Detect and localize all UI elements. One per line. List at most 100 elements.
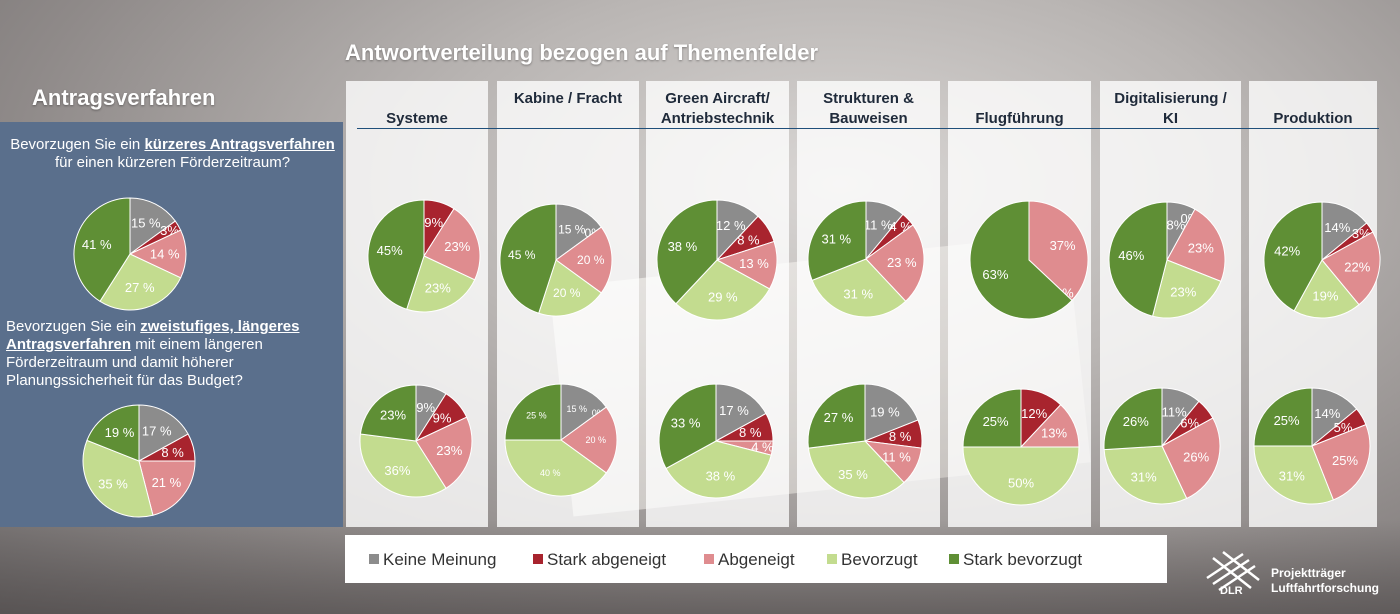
legend: Keine Meinung Stark abgeneigt Abgeneigt … bbox=[345, 535, 1167, 583]
pie-label: 20 % bbox=[585, 435, 606, 445]
pie-label: 9% bbox=[416, 400, 435, 415]
legend-swatch bbox=[533, 554, 543, 564]
pie-slice-bevorzugt bbox=[504, 439, 607, 497]
section-title: Antragsverfahren bbox=[32, 85, 216, 110]
pie-label: 13% bbox=[1041, 425, 1067, 440]
pie-4: 15 %0%20 %20 %45 % bbox=[499, 203, 613, 317]
pie-slice-bevorzugt bbox=[1103, 445, 1188, 505]
pie-3: 9%9% 23% 36% 23% bbox=[359, 384, 473, 498]
column-title: Kabine / Fracht bbox=[513, 90, 623, 107]
pie-slice-stark-bevorzugt bbox=[656, 199, 718, 305]
pie-label: 11 % bbox=[864, 218, 893, 233]
pie-slice-abgeneigt bbox=[138, 460, 196, 516]
pie-13: 11%6% 26% 31% 26% bbox=[1103, 387, 1221, 505]
pie-label: 25% bbox=[1332, 453, 1358, 468]
pie-label: 22% bbox=[1344, 259, 1370, 274]
pie-label: 8 % bbox=[737, 233, 760, 248]
question-1-pre: Bevorzugen Sie ein bbox=[10, 136, 145, 153]
pie-label: 27 % bbox=[125, 280, 155, 295]
legend-item-keine-meinung: Keine Meinung bbox=[369, 550, 496, 570]
pie-slice-bevorzugt bbox=[1151, 259, 1222, 319]
pie-label: 23% bbox=[1170, 285, 1196, 300]
pie-slice-stark-bevorzugt bbox=[658, 383, 717, 470]
pie-7: 17 % 8 %4 % 38 % 33 % bbox=[658, 383, 774, 499]
pie-label: 8 % bbox=[739, 425, 762, 440]
pie-slice-stark-bevorzugt bbox=[73, 197, 131, 302]
column-title: Digitalisierung / KI bbox=[1114, 90, 1227, 127]
pie-label: 20 % bbox=[553, 286, 581, 300]
question-2-bold: zweistufiges, längeres Antragsverfahren bbox=[6, 318, 300, 353]
pie-label: 36% bbox=[384, 463, 410, 478]
legend-swatch bbox=[369, 554, 379, 564]
pie-label: 45% bbox=[377, 243, 403, 258]
pie-label: 8 % bbox=[161, 445, 184, 460]
pie-slice-keine-meinung bbox=[715, 383, 767, 442]
pie-label: 23% bbox=[436, 443, 462, 458]
pie-label: 11% bbox=[1162, 405, 1187, 420]
pie-label: 26% bbox=[1183, 450, 1209, 465]
pie-label: 45 % bbox=[508, 248, 536, 262]
pie-label: 23% bbox=[444, 239, 470, 254]
dlr-mark: DLR bbox=[1220, 585, 1243, 597]
column-title: Green Aircraft/ Antriebstechnik bbox=[660, 90, 775, 127]
title-underline bbox=[357, 128, 1379, 129]
pie-slice-stark-bevorzugt bbox=[807, 200, 867, 281]
pie-slice-bevorzugt bbox=[538, 259, 602, 317]
pie-label: 4 % bbox=[751, 439, 774, 454]
pie-11: 0%12%13%50%25% bbox=[962, 388, 1080, 506]
pie-slice-keine-meinung bbox=[138, 404, 189, 462]
pie-slice-bevorzugt bbox=[665, 440, 772, 499]
pie-label: 42% bbox=[1274, 244, 1300, 259]
pie-label: 14% bbox=[1324, 220, 1350, 235]
pie-label: 20 % bbox=[577, 253, 605, 267]
pie-slice-keine-meinung bbox=[1311, 387, 1358, 448]
pie-label: 17 % bbox=[142, 424, 172, 439]
pie-label: 15 % bbox=[558, 222, 586, 236]
pie-slice-abgeneigt bbox=[865, 224, 925, 302]
pie-slice-abgeneigt bbox=[1311, 424, 1371, 501]
legend-swatch bbox=[827, 554, 837, 564]
pie-slice-stark-bevorzugt bbox=[807, 383, 866, 449]
legend-swatch bbox=[949, 554, 959, 564]
pie-slice-abgeneigt bbox=[1166, 208, 1226, 282]
pie-slice-abgeneigt bbox=[1321, 231, 1381, 306]
pie-label: 23 % bbox=[887, 255, 917, 270]
pie-slice-stark-bevorzugt bbox=[499, 203, 557, 314]
pie-14: 14% 3%22%19%42% bbox=[1263, 201, 1381, 319]
pie-label: 27 % bbox=[824, 410, 854, 425]
pie-label: 23% bbox=[425, 280, 451, 295]
pie-label: 25 % bbox=[526, 411, 547, 421]
pie-slice-stark-bevorzugt bbox=[962, 388, 1022, 448]
pie-label: 6% bbox=[1180, 416, 1199, 431]
pie-slice-stark-bevorzugt bbox=[504, 383, 562, 441]
pie-label: 31 % bbox=[843, 287, 873, 302]
question-1: Bevorzugen Sie ein kürzeres Antragsverfa… bbox=[10, 136, 335, 172]
pie-label: 23% bbox=[380, 408, 406, 423]
pie-slice-bevorzugt bbox=[359, 433, 447, 498]
pie-label: 63% bbox=[982, 267, 1008, 282]
pie-slice-abgeneigt bbox=[555, 226, 613, 294]
pie-label: 12 % bbox=[716, 218, 746, 233]
pie-label: 21 % bbox=[152, 475, 182, 490]
pie-slice-bevorzugt bbox=[675, 259, 771, 321]
pie-slice-abgeneigt bbox=[1028, 200, 1089, 302]
pie-label: 15 % bbox=[131, 216, 161, 231]
pie-label: 9% bbox=[433, 411, 452, 426]
pie-label: 33 % bbox=[671, 416, 701, 431]
pie-label: 37% bbox=[1050, 238, 1076, 253]
pie-12: 8%0%23%23%46% bbox=[1108, 201, 1226, 319]
pie-label: 13 % bbox=[739, 256, 769, 271]
pie-label: 11 % bbox=[882, 450, 911, 465]
pie-slice-stark-bevorzugt bbox=[367, 199, 425, 310]
pie-slice-keine-meinung bbox=[555, 203, 602, 261]
pie-label: 9% bbox=[424, 215, 443, 230]
question-2-pre: Bevorzugen Sie ein bbox=[6, 318, 141, 335]
pie-slice-abgeneigt bbox=[1161, 417, 1221, 500]
column-title: Produktion bbox=[1273, 110, 1353, 127]
pie-label: 19 % bbox=[870, 404, 900, 419]
pie-0: 15 %3%14 %27 %41 % bbox=[73, 197, 187, 311]
pie-6: 12 %8 % 13 % 29 % 38 % bbox=[656, 199, 778, 321]
question-1-post: für einen kürzeren Förderzeitraum? bbox=[54, 154, 291, 171]
column-title: Flugführung bbox=[975, 110, 1064, 127]
